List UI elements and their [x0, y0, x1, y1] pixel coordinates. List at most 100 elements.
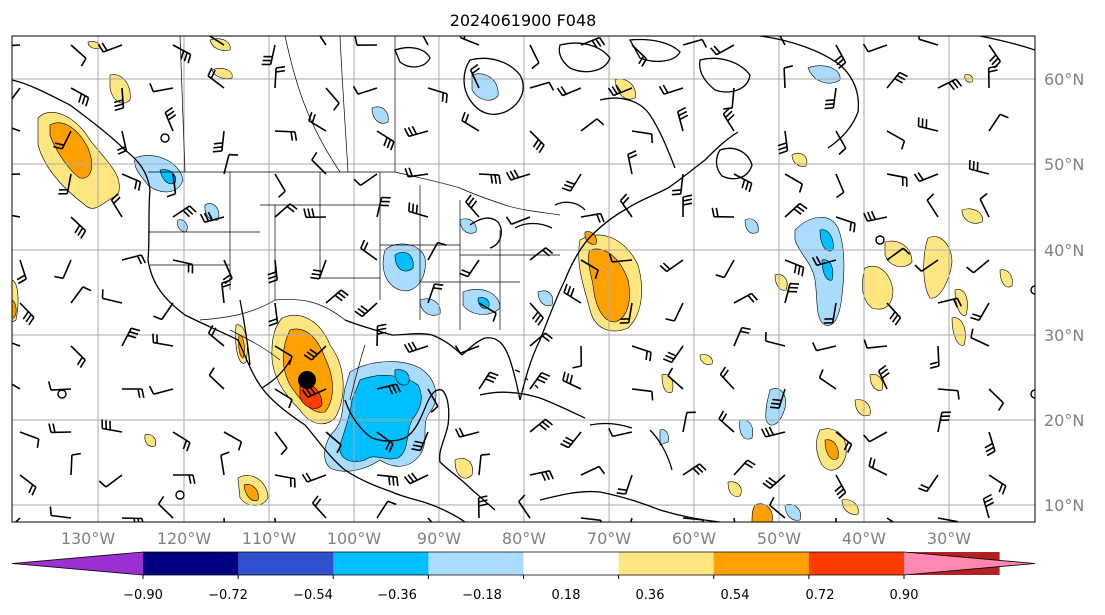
colorbar-segment [523, 552, 620, 575]
wind-barb [662, 345, 684, 364]
map-panel [12, 36, 1035, 522]
wind-barb [121, 254, 147, 265]
wind-barb [101, 289, 123, 304]
wind-barb [719, 366, 735, 390]
wind-barb [70, 286, 92, 304]
lon-label: 130°W [61, 529, 116, 548]
wind-barb [153, 302, 174, 321]
wind-barb [268, 302, 279, 327]
colorbar-label: 0.36 [636, 588, 665, 603]
wind-barb [459, 259, 480, 278]
wind-barb [221, 279, 232, 304]
wind-barb [172, 205, 197, 218]
wind-barb [70, 452, 81, 476]
wind-barb [301, 472, 327, 483]
wind-barb [149, 82, 174, 93]
wind-barb [658, 84, 684, 95]
wind-barbs [12, 36, 1009, 522]
lon-labels: 130°W 120°W 110°W 100°W 90°W 80°W 70°W 6… [61, 529, 971, 548]
wind-barb [608, 427, 633, 438]
wind-barb [784, 282, 800, 304]
wind-barb [14, 517, 21, 522]
wind-barb [505, 169, 531, 181]
gridlines [12, 36, 1035, 522]
wind-barb [12, 127, 21, 132]
location-marker [298, 371, 316, 389]
wind-barb [116, 130, 128, 155]
wind-barb [937, 411, 951, 433]
wind-barb [376, 383, 402, 395]
wind-barb [824, 87, 837, 110]
colorbar-segment [238, 552, 334, 575]
wind-barb [733, 292, 759, 304]
wind-barb [110, 193, 123, 218]
colorbar-label: 0.72 [806, 588, 835, 603]
wind-barb [478, 173, 502, 185]
colorbar-labels: −0.90 −0.72 −0.54 −0.36 −0.18 0.18 0.36 … [123, 588, 918, 603]
wind-barb [152, 333, 174, 347]
coastlines [12, 36, 1035, 522]
wind-barb [556, 86, 582, 97]
colorbar-label: −0.72 [208, 588, 248, 603]
wind-barb [121, 173, 142, 191]
wind-barb [267, 259, 278, 284]
wind-barb [12, 87, 21, 101]
lon-label: 80°W [502, 529, 546, 548]
lon-label: 40°W [842, 529, 886, 548]
wind-barb [811, 342, 837, 352]
wind-barb [562, 371, 582, 390]
wind-barb [929, 345, 940, 369]
colorbar-segment [333, 552, 429, 575]
wind-barb [631, 44, 648, 67]
wind-barb [529, 302, 544, 326]
colorbar-extend-right [904, 552, 1035, 575]
wind-barb [376, 323, 387, 347]
wind-barb [325, 87, 340, 111]
wind-barb [676, 106, 689, 132]
wind-barb [274, 203, 298, 218]
wind-barb [659, 259, 684, 273]
wind-barb [427, 283, 444, 304]
wind-barb [376, 130, 395, 151]
wind-barb [173, 474, 196, 484]
wind-barb [619, 302, 633, 324]
wind-barb [988, 474, 1007, 495]
wind-barb [607, 84, 633, 97]
lat-label: 20°N [1044, 411, 1084, 430]
wind-barb [58, 173, 72, 195]
wind-barb [529, 81, 555, 91]
wind-barb [403, 125, 429, 138]
calm-circles [57, 133, 1035, 500]
wind-barb [868, 457, 888, 476]
wind-barb [223, 431, 243, 451]
wind-barb [917, 117, 939, 132]
colorbar-label: 0.54 [721, 588, 750, 603]
wind-barb [274, 130, 298, 141]
wind-barb [580, 36, 606, 49]
wind-barb [769, 388, 786, 409]
wind-barb [682, 38, 708, 48]
borders [148, 36, 561, 401]
wind-barb [12, 44, 21, 47]
wind-barb [665, 302, 684, 322]
wind-barb [172, 431, 191, 452]
lat-label: 40°N [1044, 241, 1084, 260]
wind-barb [353, 173, 378, 187]
wind-barb [937, 517, 959, 522]
wind-barb [220, 451, 230, 476]
wind-barb [54, 259, 72, 280]
wind-barb [580, 118, 605, 132]
wind-barb [360, 239, 378, 261]
wind-barb [970, 328, 990, 347]
wind-barb [784, 202, 808, 218]
wind-barb [718, 410, 735, 433]
wind-barb [354, 302, 378, 318]
wind-barb [461, 111, 480, 132]
wind-barb [886, 517, 895, 522]
lon-label: 60°W [672, 529, 716, 548]
colorbar-segment [428, 552, 524, 575]
wind-barb [529, 44, 540, 70]
wind-barb [427, 388, 439, 413]
wind-barb [627, 150, 638, 175]
